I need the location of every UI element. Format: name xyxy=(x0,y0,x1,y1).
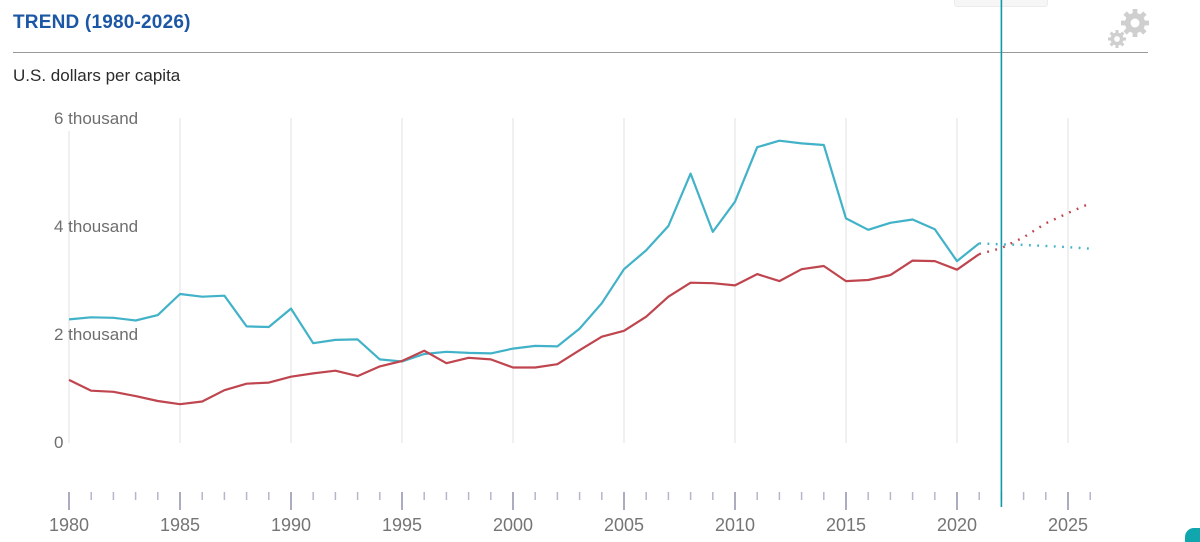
x-axis-label: 1985 xyxy=(160,515,200,535)
page-title: TREND (1980-2026) xyxy=(13,12,191,33)
x-axis-label: 2005 xyxy=(604,515,644,535)
series-red-projection xyxy=(978,202,1091,256)
corner-widget-button[interactable] xyxy=(1185,528,1200,542)
y-axis-label: 4 thousand xyxy=(54,217,138,236)
y-axis-label: 2 thousand xyxy=(54,325,138,344)
x-axis-label: 2025 xyxy=(1048,515,1088,535)
x-axis-label: 2010 xyxy=(715,515,755,535)
x-axis-label: 1990 xyxy=(271,515,311,535)
series-red-line xyxy=(68,253,980,406)
x-axis-label: 2020 xyxy=(937,515,977,535)
header-divider xyxy=(13,52,1148,53)
x-axis-label: 2000 xyxy=(493,515,533,535)
y-axis-label: 6 thousand xyxy=(54,109,138,128)
x-axis-label: 1980 xyxy=(49,515,89,535)
y-axis-label: 0 xyxy=(54,433,63,452)
x-axis-label: 1995 xyxy=(382,515,422,535)
y-axis-unit-label: U.S. dollars per capita xyxy=(13,66,181,85)
settings-gear-icon[interactable] xyxy=(1101,2,1153,52)
series-teal-projection xyxy=(979,242,1091,250)
x-axis-label: 2015 xyxy=(826,515,866,535)
series-teal-line xyxy=(68,139,980,363)
